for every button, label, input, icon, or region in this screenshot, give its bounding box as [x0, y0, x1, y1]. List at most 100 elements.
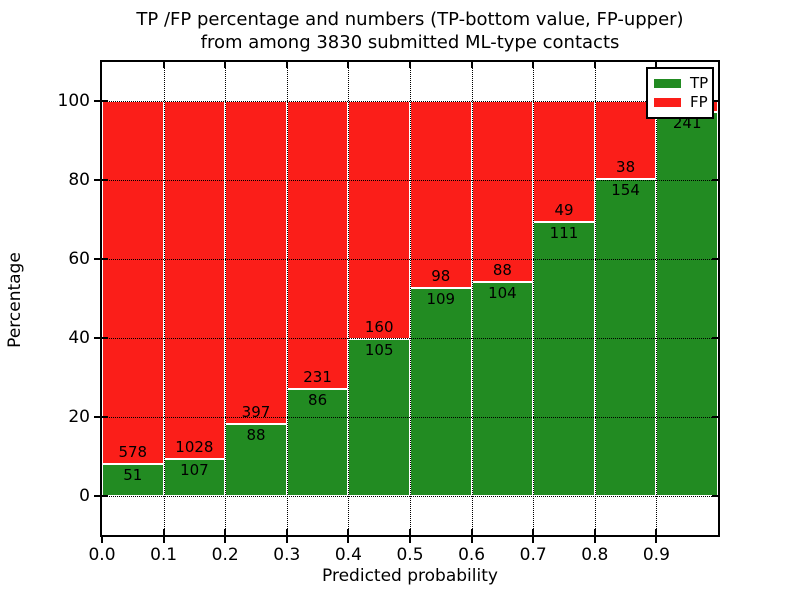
grid-line-v: [410, 62, 411, 535]
y-tick-mark: [102, 336, 108, 339]
x-tick-mark: [409, 537, 411, 543]
x-tick-mark: [532, 529, 535, 535]
grid-line-v: [471, 62, 473, 535]
x-tick-mark: [655, 62, 658, 68]
bar-tp-count-label: 107: [180, 460, 209, 479]
x-tick-label: 0.4: [334, 545, 362, 565]
x-tick-mark: [655, 529, 658, 535]
bar-fp-count-label: 160: [364, 318, 394, 337]
x-tick-mark: [347, 529, 350, 535]
y-tick-label: 20: [68, 406, 90, 427]
y-tick-mark: [712, 336, 718, 339]
x-tick-label: 0.2: [211, 545, 239, 565]
bar-fp-segment: [225, 101, 287, 425]
grid-layer: [102, 62, 718, 535]
bar-fp-count-label: 231: [303, 367, 332, 386]
bar-tp-count-label: 105: [364, 341, 394, 360]
bar-fp-count-label: 578: [118, 442, 148, 461]
bar-fp-count-label: 38: [616, 158, 636, 177]
y-tick-mark: [712, 415, 718, 418]
inner-ticks-layer: [102, 62, 718, 535]
bar-fp-count-label: 397: [241, 403, 271, 422]
x-tick-mark: [593, 62, 596, 68]
bar-tp-count-label: 111: [549, 224, 579, 243]
bar-tp-segment: [102, 463, 164, 496]
bar-tp-count-label: 104: [488, 283, 517, 302]
x-tick-label: 0.8: [581, 545, 609, 565]
x-tick-mark: [470, 529, 473, 535]
x-tick-mark: [224, 529, 227, 535]
bar-fp-segment: [410, 101, 472, 288]
x-tick-mark: [532, 62, 535, 68]
y-tick-mark: [712, 179, 718, 182]
bar-tp-segment: [656, 112, 718, 496]
y-tick-mark: [94, 258, 100, 261]
x-tick-mark: [409, 62, 411, 68]
bar-tp-count-label: 109: [426, 289, 456, 308]
y-tick-mark: [94, 494, 100, 497]
y-tick-mark: [102, 258, 108, 261]
x-tick-mark: [224, 62, 227, 68]
bar-fp-segment: [471, 101, 534, 282]
legend-swatch-tp: [654, 79, 681, 88]
y-tick-mark: [712, 494, 718, 497]
x-tick-mark: [285, 529, 288, 535]
bar-fp-count-label: 1028: [175, 437, 214, 456]
chart-title: TP /FP percentage and numbers (TP-bottom…: [90, 8, 730, 54]
y-tick-label: 60: [68, 249, 90, 270]
x-tick-label: 0.3: [273, 545, 301, 565]
x-tick-mark: [532, 537, 535, 543]
x-tick-mark: [285, 62, 288, 68]
grid-line-v: [225, 62, 227, 535]
y-tick-mark: [102, 100, 108, 103]
legend-swatch-fp: [654, 98, 681, 107]
bars-layer: [102, 62, 718, 535]
x-tick-label: 0.0: [88, 545, 116, 565]
x-tick-label: 0.9: [642, 545, 670, 565]
bar-fp-count-label: 88: [492, 260, 512, 279]
y-tick-mark: [102, 415, 108, 418]
y-tick-label: 100: [57, 91, 90, 112]
x-tick-label: 0.7: [519, 545, 547, 565]
bar-tp-segment: [594, 179, 657, 496]
x-tick-label: 0.6: [458, 545, 486, 565]
grid-line-v: [163, 62, 165, 535]
y-tick-mark: [102, 494, 108, 497]
plot-inner: 578 51 1028 107 397 88 231 86 160 105 98 109 88 104 49…: [102, 62, 718, 535]
grid-line-v: [533, 62, 535, 535]
grid-line-v: [286, 62, 288, 535]
x-tick-mark: [593, 537, 596, 543]
bar-tp-count-label: 88: [246, 426, 266, 445]
x-tick-mark: [162, 529, 165, 535]
grid-line-v: [656, 62, 658, 535]
x-tick-mark: [470, 62, 473, 68]
bar-fp-count-label: 98: [431, 266, 451, 285]
bar-tp-count-label: 154: [611, 181, 640, 200]
x-axis-label: Predicted probability: [322, 566, 498, 586]
x-tick-mark: [224, 537, 227, 543]
x-tick-mark: [347, 62, 350, 68]
legend-label-tp: TP: [690, 74, 709, 92]
legend-label-fp: FP: [690, 93, 708, 111]
x-tick-mark: [655, 537, 658, 543]
bar-tp-count-label: 51: [123, 465, 143, 484]
bar-tp-count-label: 86: [308, 390, 328, 409]
x-tick-mark: [593, 529, 596, 535]
chart-title-line1: TP /FP percentage and numbers (TP-bottom…: [136, 9, 684, 30]
x-tick-mark: [285, 537, 288, 543]
bar-fp-segment: [286, 101, 349, 389]
grid-line-v: [348, 62, 350, 535]
y-tick-mark: [94, 415, 100, 418]
grid-line-v: [594, 62, 596, 535]
y-tick-mark: [102, 179, 108, 182]
bar-tp-segment: [410, 287, 472, 496]
y-tick-label: 40: [68, 327, 90, 348]
plot-area: 578 51 1028 107 397 88 231 86 160 105 98 109 88 104 49…: [100, 60, 720, 537]
x-tick-mark: [470, 537, 473, 543]
bar-fp-segment: [348, 101, 410, 340]
x-tick-mark: [347, 537, 350, 543]
y-tick-mark: [94, 336, 100, 339]
x-tick-mark: [101, 537, 103, 543]
x-tick-mark: [409, 529, 411, 535]
